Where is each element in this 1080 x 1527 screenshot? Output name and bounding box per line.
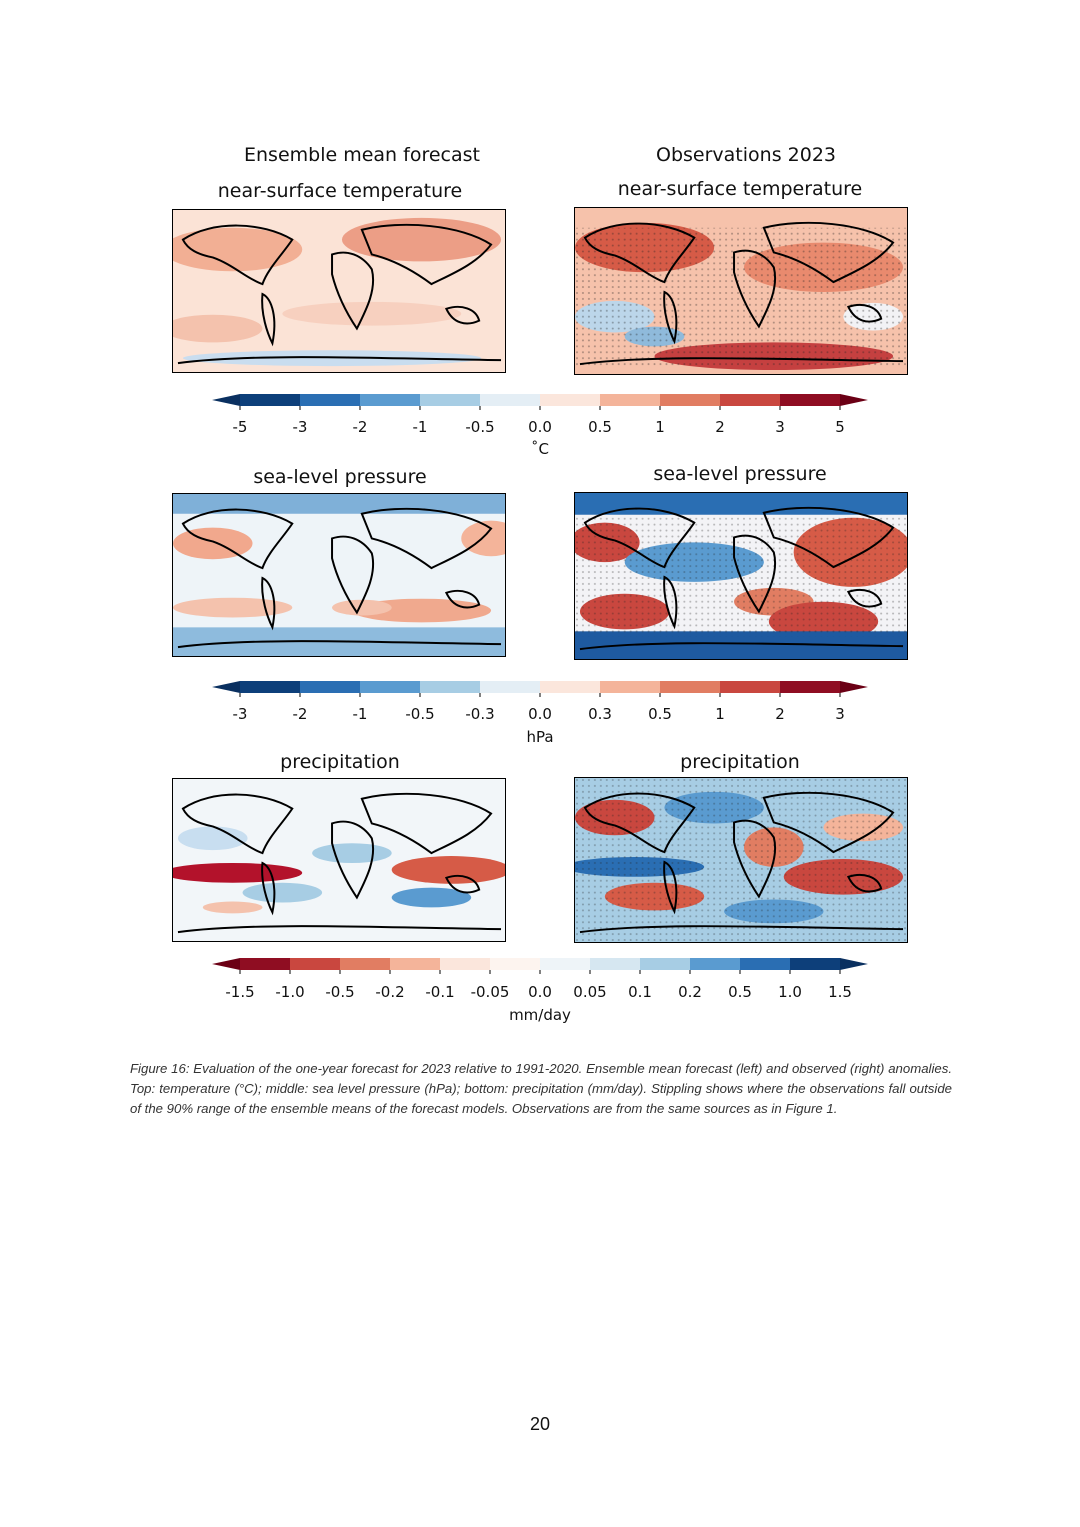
colorbar-tick-label: 0.0: [528, 418, 552, 436]
precipitation-colorbar: [212, 958, 868, 974]
colorbar-segment: [290, 958, 341, 970]
colorbar-segment: [360, 681, 421, 693]
colorbar-tick-label: 1.0: [778, 983, 802, 1001]
colorbar-tick-label: -1.0: [275, 983, 305, 1001]
temp-observed-map: [574, 207, 908, 375]
colorbar-tick-label: -5: [232, 418, 248, 436]
colorbar-extend-low: [212, 394, 240, 406]
colorbar-tick-label: -3: [232, 705, 248, 723]
colorbar-tick-label: 3: [775, 418, 785, 436]
colorbar-tick-label: -0.05: [470, 983, 510, 1001]
colorbar-tick-label: 0.1: [628, 983, 652, 1001]
colorbar-extend-low: [212, 681, 240, 693]
colorbar-segment: [490, 958, 541, 970]
colorbar-segment: [740, 958, 791, 970]
colorbar-segment: [540, 958, 591, 970]
precipitation-unit: mm/day: [509, 1006, 571, 1024]
pressure-observed-map: [574, 492, 908, 660]
colorbar-segment: [360, 394, 421, 406]
colorbar-segment: [240, 394, 301, 406]
colorbar-segment: [480, 681, 541, 693]
colorbar-segment: [780, 681, 841, 693]
precip-forecast-map: [172, 778, 506, 942]
colorbar-segment: [720, 394, 781, 406]
colorbar-tick-label: 0.2: [678, 983, 702, 1001]
pressure-forecast-title: sea-level pressure: [253, 466, 427, 488]
colorbar-tick-label: 0.5: [728, 983, 752, 1001]
colorbar-segment: [660, 394, 721, 406]
colorbar-tick-label: 1.5: [828, 983, 852, 1001]
figure-caption: Figure 16: Evaluation of the one-year fo…: [130, 1061, 952, 1116]
temp-observed-title: near-surface temperature: [617, 178, 863, 200]
pressure-forecast-map: [172, 493, 506, 657]
colorbar-segment: [300, 681, 361, 693]
colorbar-segment: [480, 394, 541, 406]
colorbar-segment: [300, 394, 361, 406]
left-column-heading: Ensemble mean forecast: [244, 144, 480, 166]
colorbar-segment: [540, 394, 601, 406]
colorbar-tick-label: 1: [715, 705, 725, 723]
pressure-colorbar-ticks: -3 -2 -1 -0.5 -0.3 0.0 0.3 0.5 1 2 3: [0, 705, 1080, 725]
colorbar-tick-label: 2: [715, 418, 725, 436]
colorbar-tick-label: -0.3: [465, 705, 495, 723]
colorbar-extend-high: [840, 681, 868, 693]
colorbar-segment: [590, 958, 641, 970]
colorbar-segment: [790, 958, 841, 970]
colorbar-segment: [240, 681, 301, 693]
colorbar-tick-label: -2: [292, 705, 308, 723]
colorbar-segment: [420, 394, 481, 406]
colorbar-segment: [720, 681, 781, 693]
colorbar-tick-label: 5: [835, 418, 845, 436]
precipitation-colorbar-ticks: -1.5 -1.0 -0.5 -0.2 -0.1 -0.05 0.0 0.05 0.1 0.2 0.…: [0, 983, 1080, 1003]
colorbar-segment: [240, 958, 291, 970]
colorbar-tick-label: -1: [352, 705, 368, 723]
colorbar-tick-label: -0.1: [425, 983, 455, 1001]
pressure-observed-title: sea-level pressure: [653, 463, 827, 485]
colorbar-segment: [660, 681, 721, 693]
colorbar-segment: [390, 958, 441, 970]
colorbar-segment: [420, 681, 481, 693]
colorbar-tick-label: -0.5: [325, 983, 355, 1001]
colorbar-tick-label: 0.0: [528, 705, 552, 723]
temp-forecast-title: near-surface temperature: [217, 180, 463, 202]
colorbar-tick-label: 1: [655, 418, 665, 436]
colorbar-tick-label: 3: [835, 705, 845, 723]
colorbar-tick-label: -0.5: [405, 705, 435, 723]
colorbar-tick-label: 0.5: [588, 418, 612, 436]
colorbar-segment: [640, 958, 691, 970]
colorbar-tick-label: -2: [352, 418, 368, 436]
temperature-colorbar-ticks: -5 -3 -2 -1 -0.5 0.0 0.5 1 2 3 5: [0, 418, 1080, 438]
pressure-unit: hPa: [526, 728, 554, 746]
colorbar-extend-low: [212, 958, 240, 970]
temperature-colorbar: [212, 394, 868, 410]
precip-observed-title: precipitation: [680, 751, 800, 773]
temperature-unit: ˚C: [531, 440, 549, 458]
colorbar-segment: [690, 958, 741, 970]
page-number: 20: [529, 1414, 551, 1434]
precip-forecast-title: precipitation: [280, 751, 400, 773]
colorbar-segment: [440, 958, 491, 970]
colorbar-tick-label: -1: [412, 418, 428, 436]
colorbar-tick-label: -0.5: [465, 418, 495, 436]
colorbar-tick-label: -1.5: [225, 983, 255, 1001]
precip-observed-map: [574, 777, 908, 943]
right-column-heading: Observations 2023: [656, 144, 836, 166]
temp-forecast-map: [172, 209, 506, 373]
colorbar-tick-label: 0.5: [648, 705, 672, 723]
colorbar-extend-high: [840, 394, 868, 406]
colorbar-segment: [340, 958, 391, 970]
colorbar-tick-label: 0.0: [528, 983, 552, 1001]
colorbar-tick-label: 2: [775, 705, 785, 723]
colorbar-extend-high: [840, 958, 868, 970]
colorbar-tick-label: -0.2: [375, 983, 405, 1001]
colorbar-segment: [780, 394, 841, 406]
colorbar-segment: [600, 681, 661, 693]
colorbar-tick-label: 0.05: [573, 983, 607, 1001]
colorbar-segment: [600, 394, 661, 406]
colorbar-segment: [540, 681, 601, 693]
colorbar-tick-label: 0.3: [588, 705, 612, 723]
colorbar-tick-label: -3: [292, 418, 308, 436]
pressure-colorbar: [212, 681, 868, 697]
